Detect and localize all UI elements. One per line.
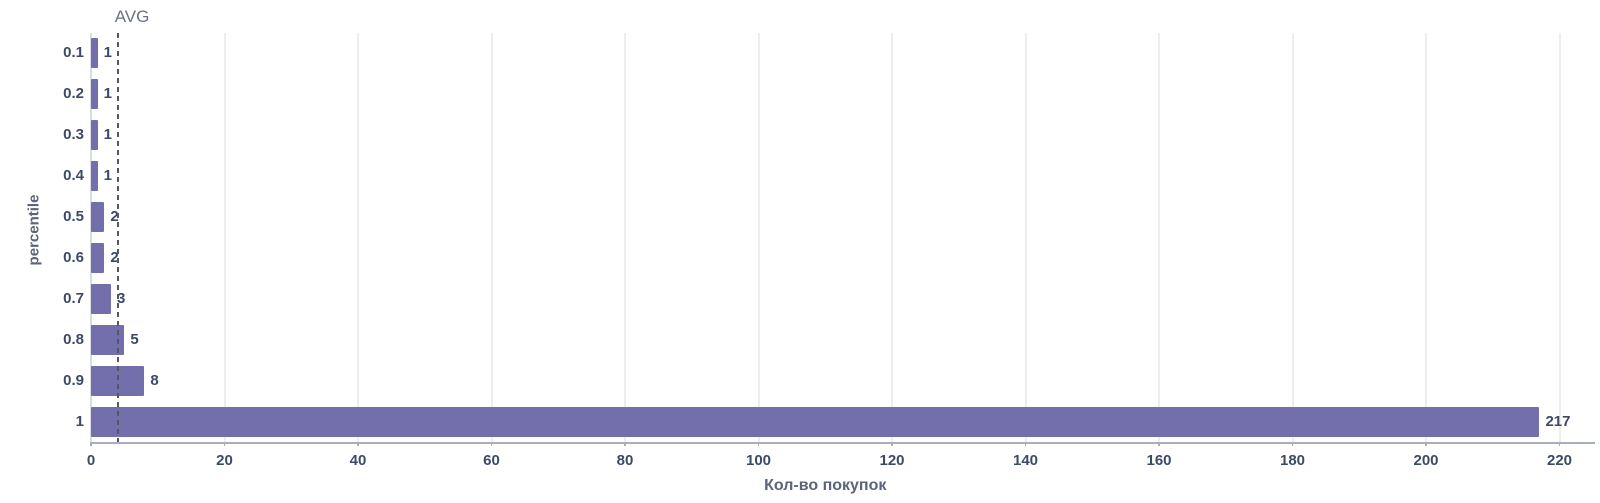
y-axis-line xyxy=(90,33,92,442)
gridline xyxy=(223,33,226,442)
x-axis-title: Кол-во покупок xyxy=(764,477,887,494)
y-tick-label: 0.1 xyxy=(63,44,84,62)
x-tick-label: 120 xyxy=(879,452,905,469)
y-tick-label: 0.2 xyxy=(63,85,84,103)
bar[interactable] xyxy=(91,242,105,273)
x-axis-tick-mark xyxy=(357,442,359,446)
x-axis-tick-mark xyxy=(1558,442,1560,446)
gridline xyxy=(1024,33,1027,442)
gridline xyxy=(1291,33,1294,442)
x-tick-label: 80 xyxy=(616,452,634,469)
y-tick-label: 0.7 xyxy=(63,289,84,307)
gridline xyxy=(1425,33,1427,442)
x-tick-label: 220 xyxy=(1546,452,1573,469)
bar-value-label: 1 xyxy=(103,167,113,185)
bar[interactable] xyxy=(91,324,125,355)
bar[interactable] xyxy=(91,406,1540,437)
bar-value-label: 2 xyxy=(110,248,119,266)
gridline xyxy=(891,33,893,442)
x-axis-tick-mark xyxy=(490,442,492,446)
x-tick-label: 200 xyxy=(1413,452,1439,469)
x-tick-label: 40 xyxy=(349,452,367,469)
y-tick-label: 1 xyxy=(75,412,84,430)
x-axis-tick-mark xyxy=(1158,442,1160,446)
x-axis-tick-mark xyxy=(891,442,893,446)
x-tick-label: 0 xyxy=(86,452,96,469)
gridline xyxy=(757,33,760,442)
gridline xyxy=(1158,33,1160,442)
bar[interactable] xyxy=(91,38,98,69)
bar[interactable] xyxy=(91,283,112,314)
bar[interactable] xyxy=(91,161,98,192)
x-axis-tick-mark xyxy=(1291,442,1293,446)
x-axis-tick-mark xyxy=(90,442,92,446)
bar-value-label: 1 xyxy=(103,126,113,144)
y-tick-label: 0.5 xyxy=(63,208,84,226)
y-tick-label: 0.8 xyxy=(63,330,84,348)
x-tick-label: 60 xyxy=(483,452,500,469)
x-tick-label: 100 xyxy=(745,452,772,469)
bar-value-label: 217 xyxy=(1545,412,1571,430)
bar-value-label: 5 xyxy=(130,330,139,348)
bar-value-label: 1 xyxy=(103,44,113,62)
bar-value-label: 2 xyxy=(110,208,119,226)
bar[interactable] xyxy=(91,79,98,110)
x-axis-tick-mark xyxy=(757,442,759,446)
bar-value-label: 3 xyxy=(117,289,126,307)
gridline xyxy=(357,33,359,442)
avg-line-label: AVG xyxy=(114,7,150,26)
x-tick-label: 140 xyxy=(1012,452,1039,469)
x-tick-label: 180 xyxy=(1279,452,1306,469)
x-axis-tick-mark xyxy=(1425,442,1427,446)
bar-value-label: 1 xyxy=(103,85,113,103)
y-tick-label: 0.6 xyxy=(63,248,84,266)
avg-dashed-line xyxy=(116,33,119,442)
x-tick-label: 160 xyxy=(1146,452,1172,469)
bar[interactable] xyxy=(91,120,98,151)
bar-value-label: 8 xyxy=(150,371,159,389)
gridline xyxy=(624,33,626,442)
x-axis-tick-mark xyxy=(1024,442,1026,446)
y-tick-label: 0.4 xyxy=(63,167,84,185)
y-tick-label: 0.3 xyxy=(63,126,84,144)
bar[interactable] xyxy=(91,202,105,233)
y-tick-label: 0.9 xyxy=(63,371,84,389)
x-axis-tick-mark xyxy=(223,442,225,446)
gridline xyxy=(1558,33,1561,442)
x-tick-label: 20 xyxy=(216,452,233,469)
x-axis-line xyxy=(90,442,1595,444)
gridline xyxy=(490,33,493,442)
x-axis-tick-mark xyxy=(624,442,626,446)
